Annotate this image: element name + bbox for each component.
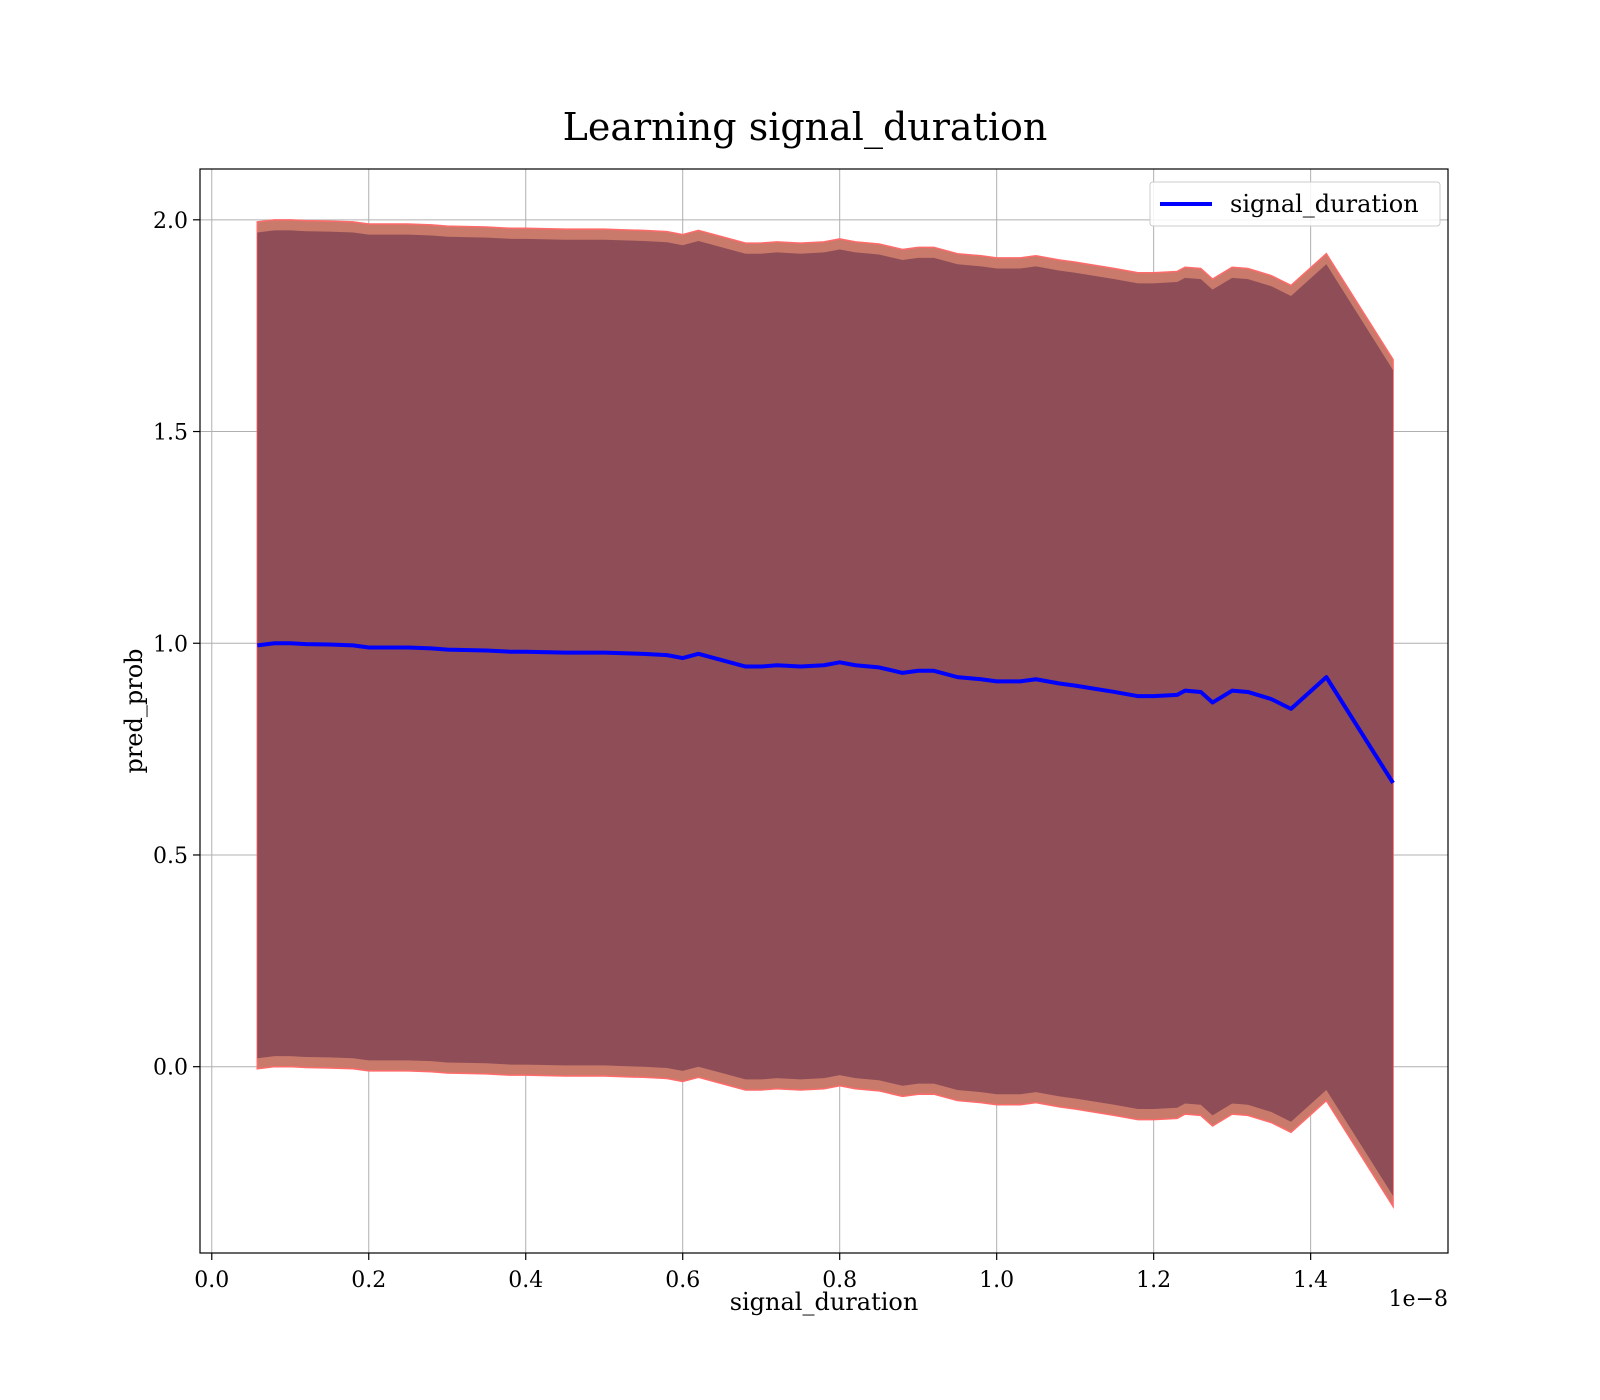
legend: signal_duration (1149, 181, 1441, 227)
y-tick-label: 0.5 (153, 844, 188, 869)
x-axis-offset-label: 1e−8 (1389, 1287, 1448, 1312)
inner-confidence-band (257, 230, 1394, 1196)
x-tick-label: 1.0 (979, 1268, 1014, 1293)
series-lines (257, 641, 1395, 785)
y-tick-label: 1.5 (153, 421, 188, 446)
x-tick-label: 0.8 (822, 1268, 857, 1293)
x-tick-label: 0.6 (665, 1268, 700, 1293)
x-tick-label: 1.2 (1136, 1268, 1171, 1293)
chart-title: Learning signal_duration (563, 105, 1048, 150)
x-tick-label: 0.4 (508, 1268, 543, 1293)
y-axis-label: pred_prob (120, 648, 148, 773)
x-axis-ticks: 0.0 0.2 0.4 0.6 0.8 1.0 1.2 1.4 (194, 1253, 1328, 1293)
y-tick-label: 1.0 (153, 632, 188, 657)
x-tick-label: 0.2 (351, 1268, 386, 1293)
y-axis-ticks: 0.0 0.5 1.0 1.5 2.0 (153, 209, 200, 1081)
series-line-signal-duration (257, 641, 1395, 785)
legend-box (1149, 181, 1441, 227)
legend-entry-signal-duration: signal_duration (1230, 190, 1419, 218)
x-axis-label: signal_duration (730, 1288, 919, 1316)
x-tick-label: 0.0 (194, 1268, 229, 1293)
y-tick-label: 0.0 (153, 1056, 188, 1081)
x-tick-label: 1.4 (1293, 1268, 1328, 1293)
plot-frame (199, 168, 1449, 1254)
confidence-bands (256, 219, 1394, 1210)
y-tick-label: 2.0 (153, 209, 188, 234)
